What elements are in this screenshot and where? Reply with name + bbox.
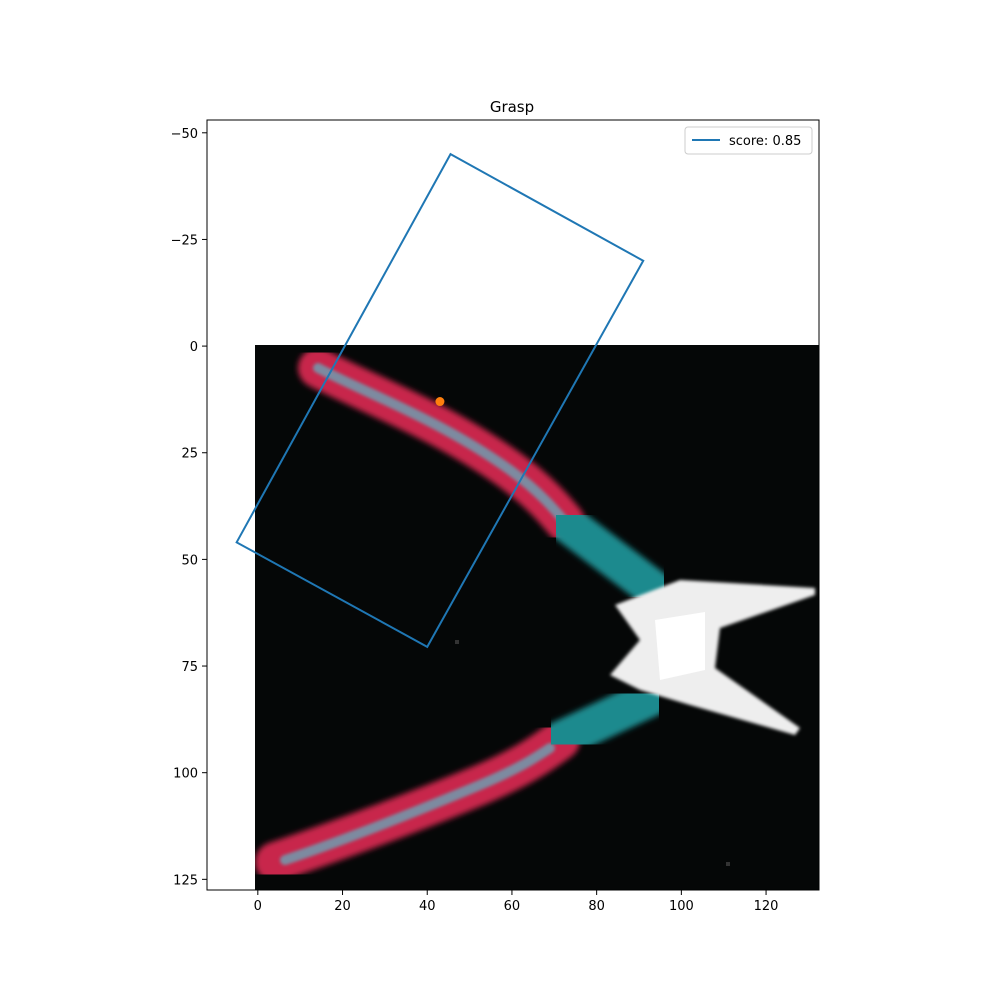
y-axis: −50 −25 0 25 50 75 100 125 [171,127,207,888]
y-tick-label: −25 [171,233,198,248]
grasp-center-point [435,397,445,407]
x-tick-label: 80 [588,899,605,914]
legend-label: score: 0.85 [729,134,801,149]
y-tick-label: 75 [181,660,198,675]
y-tick-label: 25 [181,447,198,462]
x-axis: 0 20 40 60 80 100 120 [254,890,779,914]
legend-box [684,126,813,155]
y-tick-label: 0 [190,340,198,355]
legend: score: 0.85 [684,126,813,155]
grasp-rectangle [235,152,645,649]
x-tick-label: 0 [254,899,262,914]
axes-frame [206,119,820,891]
chart-title: Grasp [490,98,534,116]
pliers-photo [255,345,819,890]
x-tick-label: 20 [334,899,351,914]
y-tick-label: 100 [173,767,198,782]
x-tick-label: 100 [669,899,694,914]
x-tick-label: 40 [419,899,436,914]
y-tick-label: 125 [173,873,198,888]
y-tick-label: −50 [171,127,198,142]
x-tick-label: 120 [754,899,779,914]
x-tick-label: 60 [504,899,521,914]
y-tick-label: 50 [181,553,198,568]
